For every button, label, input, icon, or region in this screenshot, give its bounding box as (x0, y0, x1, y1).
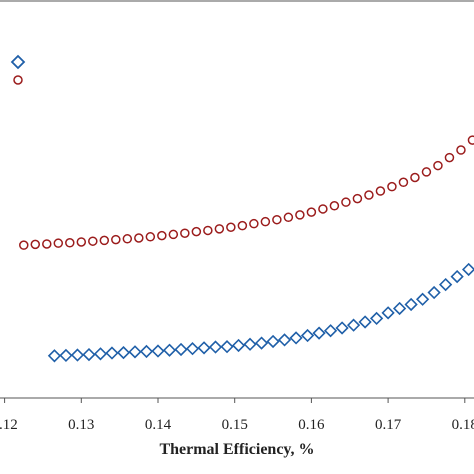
data-point (157, 230, 167, 241)
x-tick-label: 0.17 (375, 417, 402, 433)
data-point (404, 297, 418, 312)
data-point (116, 345, 131, 360)
x-tick-label: 0.12 (0, 417, 18, 433)
data-point (421, 167, 432, 177)
x-axis-title: Thermal Efficiency, % (159, 441, 314, 458)
data-point (65, 238, 75, 248)
data-point (237, 220, 248, 231)
data-point (99, 235, 110, 246)
data-point (203, 225, 213, 236)
data-point (461, 262, 474, 277)
data-point (111, 234, 121, 245)
data-point (369, 311, 384, 326)
data-point (300, 328, 315, 343)
data-point (249, 218, 259, 229)
data-point (76, 237, 87, 247)
data-point (180, 228, 190, 238)
data-point (329, 201, 340, 211)
legend-marker (13, 75, 23, 85)
data-point (47, 349, 62, 363)
data-point (30, 239, 41, 250)
data-point (323, 324, 338, 338)
data-point (289, 331, 303, 345)
data-point (266, 334, 280, 349)
data-point (260, 216, 271, 227)
data-point (254, 336, 269, 350)
x-tick-label: 0.13 (68, 417, 94, 433)
data-point (220, 340, 234, 354)
data-point (122, 234, 133, 244)
data-point (197, 341, 211, 355)
data-point (145, 232, 156, 242)
x-tick-label: 0.18 (452, 417, 474, 433)
data-point (381, 306, 395, 320)
data-point (128, 345, 142, 359)
data-point (139, 344, 154, 359)
data-point (433, 160, 443, 171)
data-point (93, 347, 108, 361)
data-point (214, 224, 225, 234)
data-point (174, 342, 188, 357)
data-point (231, 338, 246, 353)
data-point (42, 239, 52, 249)
data-point (226, 222, 236, 233)
data-point (162, 343, 177, 357)
data-point (392, 301, 407, 316)
x-tick-label: 0.15 (222, 417, 248, 433)
data-point (59, 348, 73, 363)
data-point (352, 193, 363, 204)
data-point (151, 344, 165, 358)
data-point (168, 229, 179, 240)
data-point (82, 347, 96, 362)
data-point (318, 204, 328, 214)
data-point (277, 333, 292, 347)
data-point (427, 285, 441, 300)
data-point (456, 145, 466, 155)
data-point (185, 342, 200, 356)
data-point (88, 236, 98, 246)
data-point (208, 340, 223, 354)
data-point (387, 181, 397, 192)
x-tick-label: 0.16 (298, 417, 325, 433)
data-point (450, 269, 464, 284)
data-point (19, 240, 29, 250)
data-point (398, 177, 409, 188)
data-point (467, 135, 474, 145)
data-point (335, 321, 349, 335)
data-point (410, 172, 420, 183)
x-tick-label: 0.14 (145, 417, 172, 433)
data-point (364, 190, 374, 200)
legend-marker (10, 54, 26, 70)
data-point (346, 318, 361, 332)
data-point (438, 277, 453, 292)
data-point (312, 326, 326, 340)
data-point (444, 152, 455, 163)
data-point (283, 212, 294, 223)
data-point (134, 233, 144, 243)
data-point (191, 226, 202, 237)
data-point (375, 186, 386, 196)
data-point (295, 210, 305, 220)
data-point (243, 337, 257, 351)
data-point (272, 214, 282, 225)
data-point (306, 207, 317, 217)
data-point (358, 315, 372, 329)
data-point (70, 348, 85, 362)
data-point (105, 346, 119, 360)
data-point (53, 238, 64, 248)
data-point (341, 197, 351, 207)
data-point (415, 292, 430, 306)
